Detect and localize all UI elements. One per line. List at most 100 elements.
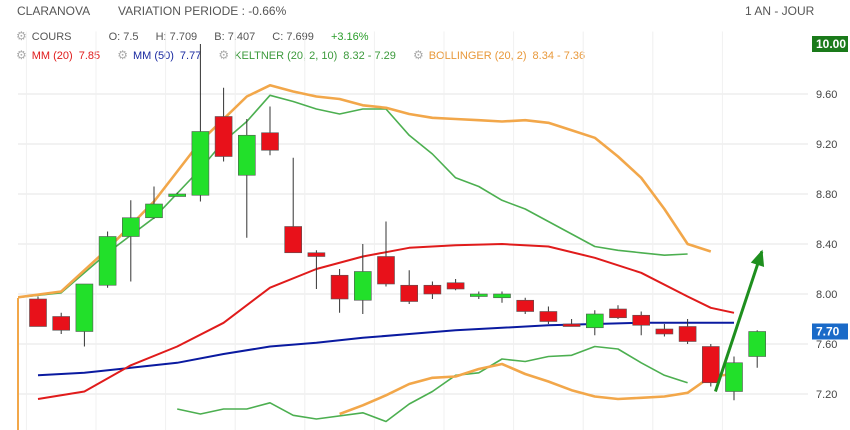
candle-body <box>585 313 604 329</box>
candle-body <box>168 193 186 197</box>
candle <box>678 319 697 344</box>
candle <box>307 250 326 289</box>
candle-body <box>191 131 210 196</box>
top-price-badge-bg <box>812 36 848 52</box>
y-tick-label: 7.20 <box>816 389 837 401</box>
candle <box>214 87 233 162</box>
legend-keltner[interactable]: ⚙ KELTNER (20, 2, 10) 8.32 - 7.29 <box>218 48 396 62</box>
candle <box>98 231 117 288</box>
candle <box>493 291 511 303</box>
gear-icon[interactable]: ⚙ <box>117 48 128 62</box>
candle <box>284 157 303 254</box>
candle-body <box>214 116 233 157</box>
candle <box>191 44 210 202</box>
candle-body <box>748 331 767 357</box>
ohlc-open: O: 7.5 <box>108 31 139 43</box>
candle-body <box>725 362 743 392</box>
candle <box>168 192 186 197</box>
bollinger-lower-line <box>339 362 735 416</box>
candle-body <box>29 298 47 327</box>
candle <box>423 281 442 299</box>
candle <box>748 330 767 368</box>
last-price-badge-bg <box>812 323 848 340</box>
candle-body <box>122 217 140 237</box>
candle-body <box>493 293 511 299</box>
candle-body <box>701 346 720 384</box>
legend-mm50[interactable]: ⚙ MM (50) 7.77 <box>117 48 202 62</box>
trend-arrow-head <box>750 249 765 267</box>
y-tick-label: 8.40 <box>816 239 837 251</box>
y-tick-label: 8.80 <box>816 189 837 201</box>
candle-body <box>353 271 372 301</box>
candle-body <box>632 314 651 326</box>
candle-body <box>423 284 442 295</box>
candle-body <box>469 293 488 297</box>
period-selector[interactable]: 1 AN - JOUR <box>745 4 815 18</box>
y-tick-label: 9.20 <box>816 139 837 151</box>
candle-body <box>655 328 674 335</box>
top-price-badge-text: 10.00 <box>816 37 846 51</box>
candle-body <box>377 256 395 285</box>
candle-body <box>52 316 71 331</box>
candle-body <box>678 326 697 342</box>
candle-body <box>238 134 256 176</box>
candle <box>377 221 395 287</box>
gear-icon[interactable]: ⚙ <box>16 29 27 43</box>
candle <box>585 310 604 336</box>
legend-cours[interactable]: ⚙ COURS <box>16 29 72 43</box>
candle <box>701 344 720 387</box>
candle-body <box>400 284 419 302</box>
candle <box>400 270 419 304</box>
candle <box>609 305 627 319</box>
candle-body <box>307 252 326 257</box>
candle <box>52 312 71 334</box>
candle <box>516 297 535 314</box>
top-price-badge: 10.00 <box>812 36 848 52</box>
candle-body <box>330 274 349 300</box>
candle <box>632 311 651 336</box>
last-price-badge-text: 7.70 <box>816 325 840 339</box>
ohlc-change: +3.16% <box>330 31 369 43</box>
candle-body <box>562 323 581 327</box>
ohlc-close: C: 7.699 <box>272 31 314 43</box>
chart-legend: ⚙ COURS O: 7.5 H: 7.709 B: 7.407 C: 7.699… <box>16 27 599 65</box>
plot-area <box>18 44 767 423</box>
last-price-badge: 7.70 <box>812 323 848 340</box>
candle <box>238 119 256 238</box>
candle-body <box>609 308 627 319</box>
candle-body <box>145 203 163 219</box>
candle-body <box>284 226 303 254</box>
candle <box>446 279 465 291</box>
candle <box>122 200 140 282</box>
candle <box>725 356 743 401</box>
candle-body <box>261 132 279 151</box>
gear-icon[interactable]: ⚙ <box>218 48 230 62</box>
legend-bollinger[interactable]: ⚙ BOLLINGER (20, 2) 8.34 - 7.36 <box>412 48 586 62</box>
candle-body <box>516 299 535 312</box>
y-tick-label: 9.60 <box>816 89 837 101</box>
candle <box>539 306 558 324</box>
candle <box>29 296 47 327</box>
candle-body <box>98 236 117 286</box>
candle-body <box>75 283 94 332</box>
legend-mm20[interactable]: ⚙ MM (20) 7.85 <box>16 48 101 62</box>
candle <box>353 244 372 314</box>
y-tick-label: 7.60 <box>816 339 837 351</box>
candle <box>145 186 163 219</box>
trend-arrow-shaft <box>714 251 764 392</box>
candle <box>261 106 279 156</box>
mm50-line <box>37 321 734 377</box>
gear-icon[interactable]: ⚙ <box>412 48 424 62</box>
candle-body <box>539 311 558 322</box>
keltner-lower-line <box>177 345 688 423</box>
y-tick-label: 8.00 <box>816 289 837 301</box>
candle <box>330 269 349 313</box>
ticker-name: CLARANOVA <box>17 4 91 18</box>
candle-body <box>446 282 465 290</box>
variation-label: VARIATION PERIODE : -0.66% <box>118 4 287 18</box>
mm20-line <box>37 243 735 400</box>
candle <box>469 291 488 299</box>
gear-icon[interactable]: ⚙ <box>16 48 27 62</box>
candle <box>655 324 674 337</box>
